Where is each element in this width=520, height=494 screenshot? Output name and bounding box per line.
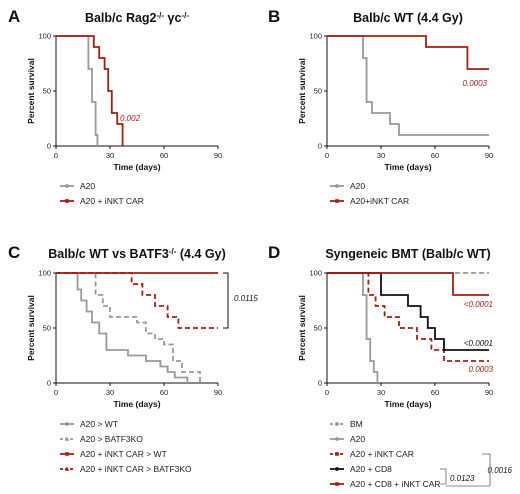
legend-entry: A20	[350, 434, 365, 444]
legend-marker	[64, 466, 70, 471]
p-value-label: 0.0003	[463, 79, 488, 88]
axis-lines	[326, 36, 489, 147]
survival-curve-a20-inkt-car	[327, 35, 489, 70]
legend-marker	[65, 199, 69, 203]
x-tick-label: 0	[54, 388, 58, 397]
legend-marker	[65, 422, 69, 426]
survival-curve-a20	[327, 272, 379, 383]
survival-curve-a20-inkt-car	[327, 272, 489, 362]
p-value-label: 0.0016	[488, 466, 513, 475]
legend-entry: A20 > BATF3KO	[80, 434, 143, 444]
panel-title: Balb/c WT (4.4 Gy)	[353, 11, 463, 25]
panel-c	[53, 272, 219, 471]
y-tick-label: 50	[314, 324, 322, 333]
panel-letter: A	[8, 7, 20, 26]
panel-letter: B	[268, 7, 280, 26]
x-tick-label: 90	[214, 151, 222, 160]
x-tick-label: 0	[325, 388, 329, 397]
x-tick-label: 60	[160, 388, 168, 397]
legend-marker	[65, 184, 69, 188]
x-tick-label: 30	[377, 151, 385, 160]
y-tick-label: 100	[309, 269, 322, 278]
legend-marker	[335, 467, 339, 471]
panel-title: Balb/c WT vs BATF3-/- (4.4 Gy)	[48, 247, 226, 262]
y-axis-label: Percent survival	[26, 58, 36, 124]
y-tick-label: 0	[318, 142, 322, 151]
panel-b	[324, 35, 490, 203]
x-tick-label: 60	[160, 151, 168, 160]
p-value-label: 0.002	[120, 114, 141, 123]
y-axis-label: Percent survival	[297, 58, 307, 124]
legend-entry: A20 + CD8	[350, 464, 392, 474]
x-axis-label: Time (days)	[113, 399, 160, 409]
survival-curve-a20	[56, 35, 99, 146]
y-tick-label: 100	[38, 32, 51, 41]
legend-marker	[65, 452, 69, 456]
x-tick-label: 0	[325, 151, 329, 160]
legend-marker	[335, 184, 339, 188]
panel-title: Syngeneic BMT (Balb/c WT)	[325, 247, 490, 261]
legend-entry: A20 + CD8 + iNKT CAR	[350, 479, 441, 489]
x-tick-label: 30	[106, 151, 114, 160]
x-axis-label: Time (days)	[384, 162, 431, 172]
p-value-label: 0.0115	[234, 294, 258, 303]
y-tick-label: 100	[38, 269, 51, 278]
legend-marker	[335, 199, 339, 203]
legend-marker	[64, 436, 70, 441]
y-tick-label: 0	[47, 142, 51, 151]
y-tick-label: 100	[309, 32, 322, 41]
x-tick-label: 90	[214, 388, 222, 397]
survival-curve-a20-cd8-inkt-car	[327, 272, 489, 296]
legend-entry: A20	[80, 181, 95, 191]
p-value-label: <0.0001	[464, 339, 493, 348]
legend-entry: A20 + iNKT CAR	[350, 449, 414, 459]
panel-d	[324, 272, 490, 486]
p-value-label: 0.0003	[469, 365, 494, 374]
panel-letter: D	[268, 243, 280, 262]
legend-entry: A20 + iNKT CAR > BATF3KO	[80, 464, 192, 474]
y-axis-label: Percent survival	[297, 295, 307, 361]
survival-curve-a20-batf3ko	[56, 272, 201, 383]
legend-entry: A20	[350, 181, 365, 191]
y-tick-label: 50	[43, 87, 51, 96]
legend-entry: BM	[350, 419, 363, 429]
x-tick-label: 60	[431, 388, 439, 397]
legend-entry: A20 + iNKT CAR	[80, 196, 144, 206]
y-axis-label: Percent survival	[26, 295, 36, 361]
y-tick-label: 0	[318, 379, 322, 388]
survival-curve-a20-cd8	[327, 272, 489, 351]
x-tick-label: 60	[431, 151, 439, 160]
y-tick-label: 0	[47, 379, 51, 388]
legend-marker	[335, 452, 339, 456]
legend-entry: A20+iNKT CAR	[350, 196, 409, 206]
y-tick-label: 50	[314, 87, 322, 96]
x-tick-label: 30	[106, 388, 114, 397]
x-axis-label: Time (days)	[113, 162, 160, 172]
x-tick-label: 0	[54, 151, 58, 160]
legend-marker	[335, 482, 339, 486]
p-value-label: <0.0001	[464, 300, 493, 309]
legend-marker	[335, 422, 339, 426]
axis-lines	[55, 36, 218, 147]
legend-marker	[335, 437, 339, 441]
x-axis-label: Time (days)	[384, 399, 431, 409]
panel-letter: C	[8, 243, 20, 262]
panel-title: Balb/c Rag2-/- γc-/-	[85, 11, 189, 26]
y-tick-label: 50	[43, 324, 51, 333]
survival-curve-a20-inkt-car	[56, 35, 124, 146]
x-tick-label: 30	[377, 388, 385, 397]
p-value-label: 0.0123	[450, 474, 475, 483]
x-tick-label: 90	[485, 388, 493, 397]
comparison-bracket	[440, 468, 447, 485]
legend-entry: A20 > WT	[80, 419, 118, 429]
x-tick-label: 90	[485, 151, 493, 160]
comparison-bracket	[482, 453, 491, 486]
panel-a	[53, 35, 219, 203]
legend-entry: A20 + iNKT CAR > WT	[80, 449, 167, 459]
survival-curve-a20-wt	[56, 272, 189, 383]
comparison-bracket	[223, 272, 229, 329]
